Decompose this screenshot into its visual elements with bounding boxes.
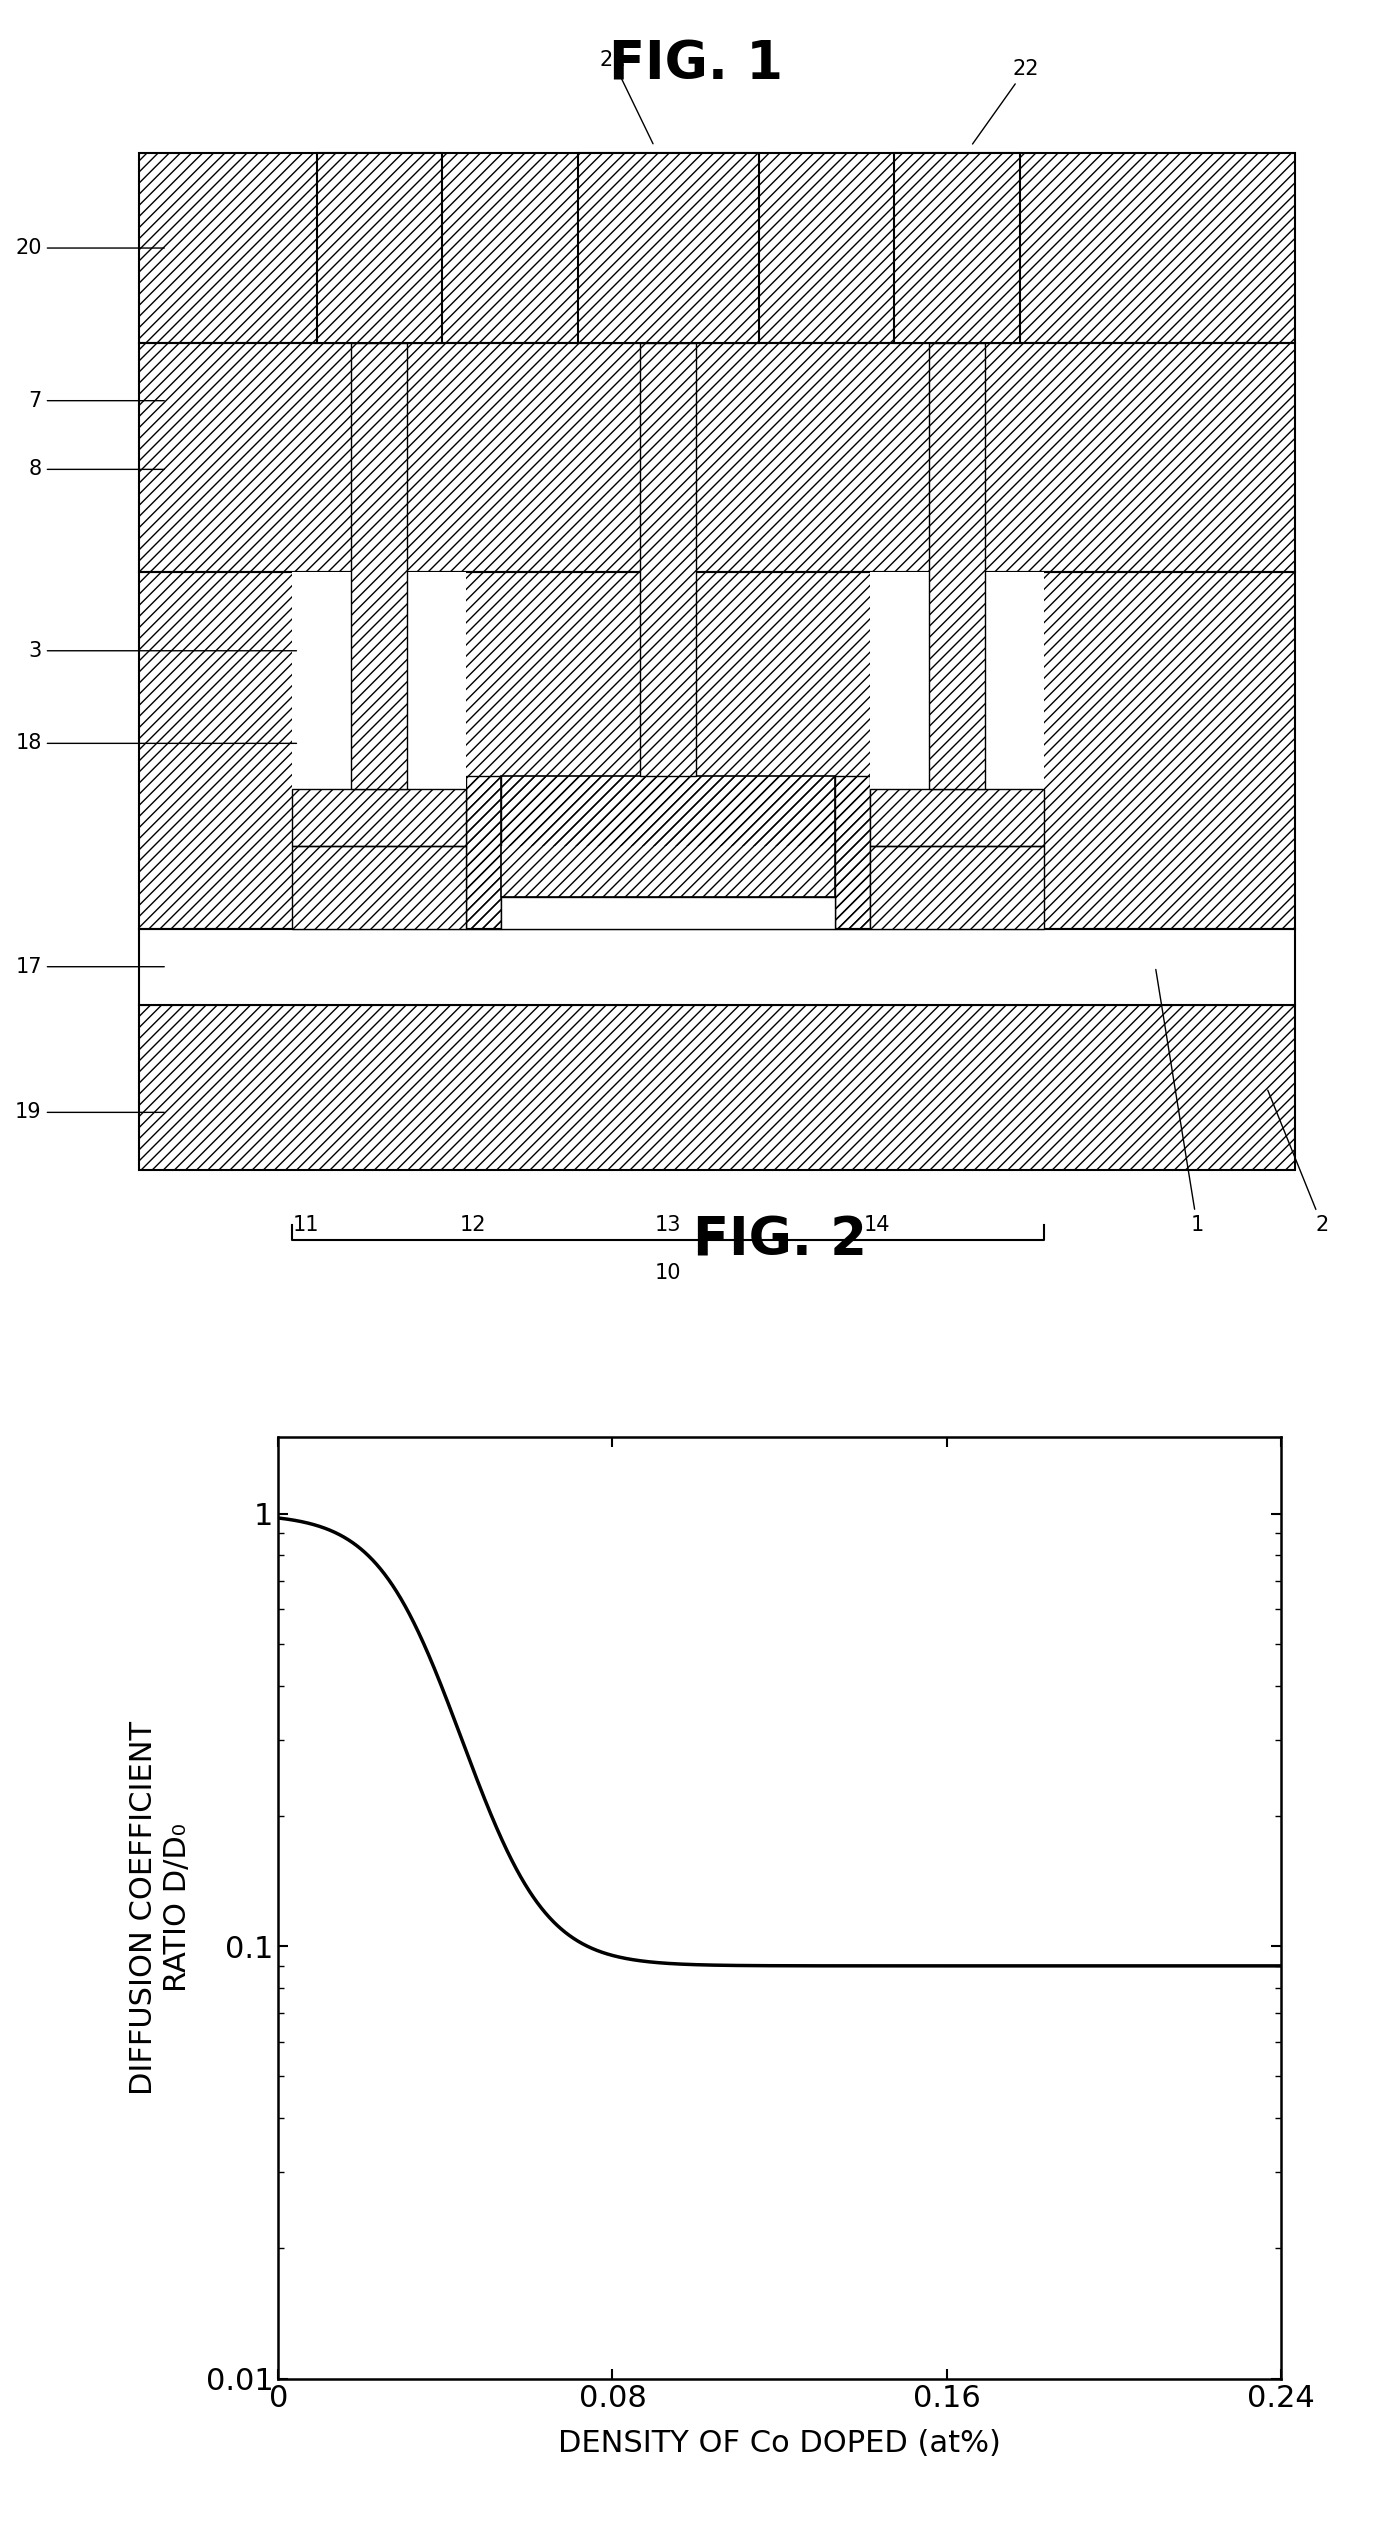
Text: 20: 20 xyxy=(15,239,164,257)
Bar xyxy=(292,789,466,845)
Text: 7: 7 xyxy=(28,392,164,410)
Bar xyxy=(501,776,835,895)
Bar xyxy=(640,343,696,776)
Bar xyxy=(139,572,1295,929)
Text: 1: 1 xyxy=(1155,969,1204,1234)
Bar xyxy=(316,153,441,343)
Y-axis label: DIFFUSION COEFFICIENT
RATIO D/D₀: DIFFUSION COEFFICIENT RATIO D/D₀ xyxy=(129,1720,192,2096)
Bar xyxy=(351,343,406,789)
Bar xyxy=(870,572,1044,929)
Bar xyxy=(578,153,759,343)
Bar xyxy=(292,845,466,929)
Bar xyxy=(930,343,986,789)
Text: FIG. 1: FIG. 1 xyxy=(610,38,782,89)
Bar xyxy=(501,845,835,929)
Text: FIG. 2: FIG. 2 xyxy=(693,1216,866,1267)
X-axis label: DENSITY OF Co DOPED (at%): DENSITY OF Co DOPED (at%) xyxy=(558,2430,1001,2458)
Bar xyxy=(292,572,466,929)
Text: 17: 17 xyxy=(15,957,164,977)
Text: 18: 18 xyxy=(15,733,296,753)
Bar xyxy=(870,789,1044,845)
Bar xyxy=(139,153,1295,343)
Bar xyxy=(578,153,759,343)
Text: 2: 2 xyxy=(1268,1091,1329,1234)
Bar xyxy=(139,343,1295,572)
Bar xyxy=(894,153,1019,343)
Bar xyxy=(139,1005,1295,1170)
Text: 21: 21 xyxy=(599,51,653,145)
Text: 3: 3 xyxy=(28,641,296,661)
Bar xyxy=(351,343,406,789)
Text: 12: 12 xyxy=(459,1213,487,1234)
Bar xyxy=(466,776,501,929)
Text: 22: 22 xyxy=(973,59,1040,145)
Text: 11: 11 xyxy=(292,1213,320,1234)
Bar xyxy=(870,845,1044,929)
Bar xyxy=(930,343,986,789)
Text: 14: 14 xyxy=(863,1213,891,1234)
Bar xyxy=(501,895,835,929)
Text: 19: 19 xyxy=(15,1102,164,1122)
Bar xyxy=(640,343,696,776)
Text: 13: 13 xyxy=(654,1213,682,1234)
Text: 8: 8 xyxy=(29,460,164,478)
Text: 10: 10 xyxy=(654,1262,682,1282)
Bar xyxy=(139,929,1295,1005)
Bar xyxy=(316,153,441,343)
Bar xyxy=(894,153,1019,343)
Bar xyxy=(835,776,870,929)
